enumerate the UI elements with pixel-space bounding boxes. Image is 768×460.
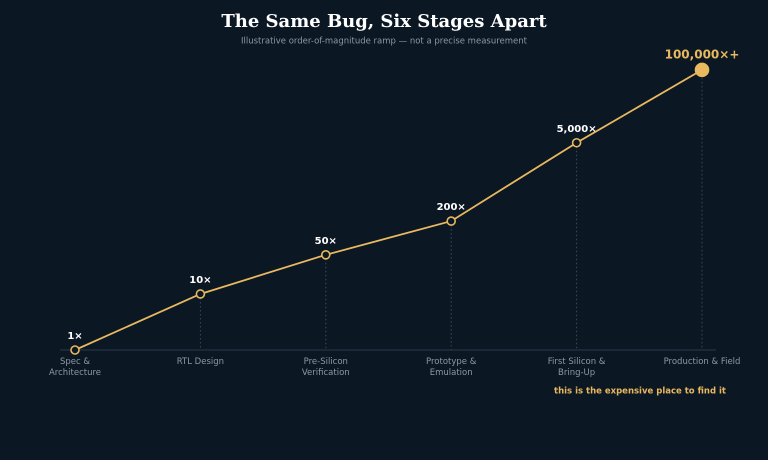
- data-label: 5,000×: [557, 124, 597, 135]
- data-point: [320, 250, 331, 260]
- annotation: this is the expensive place to find it: [554, 387, 726, 397]
- data-label: 200×: [437, 202, 466, 213]
- x-tick-label: Spec & Architecture: [48, 357, 102, 378]
- x-tick-label: Production & Field: [663, 357, 741, 367]
- data-point: [70, 345, 80, 355]
- data-point: [571, 137, 582, 148]
- x-tick-label: RTL Design: [176, 357, 225, 367]
- series-line: [74, 69, 703, 351]
- data-label: 100,000×+: [665, 47, 740, 61]
- x-tick-label: Pre-Silicon Verification: [301, 357, 350, 378]
- data-label: 50×: [315, 236, 337, 247]
- x-tick-label: Prototype & Emulation: [426, 357, 477, 378]
- chart-subtitle: Illustrative order-of-magnitude ramp — n…: [241, 37, 528, 47]
- data-label: 10×: [189, 275, 211, 286]
- data-point: [694, 62, 710, 78]
- data-point: [195, 289, 206, 299]
- chart-title: The Same Bug, Six Stages Apart: [221, 11, 547, 32]
- data-label: 1×: [67, 331, 82, 342]
- x-tick-label: First Silicon & Bring-Up: [547, 357, 606, 378]
- data-point: [446, 216, 457, 226]
